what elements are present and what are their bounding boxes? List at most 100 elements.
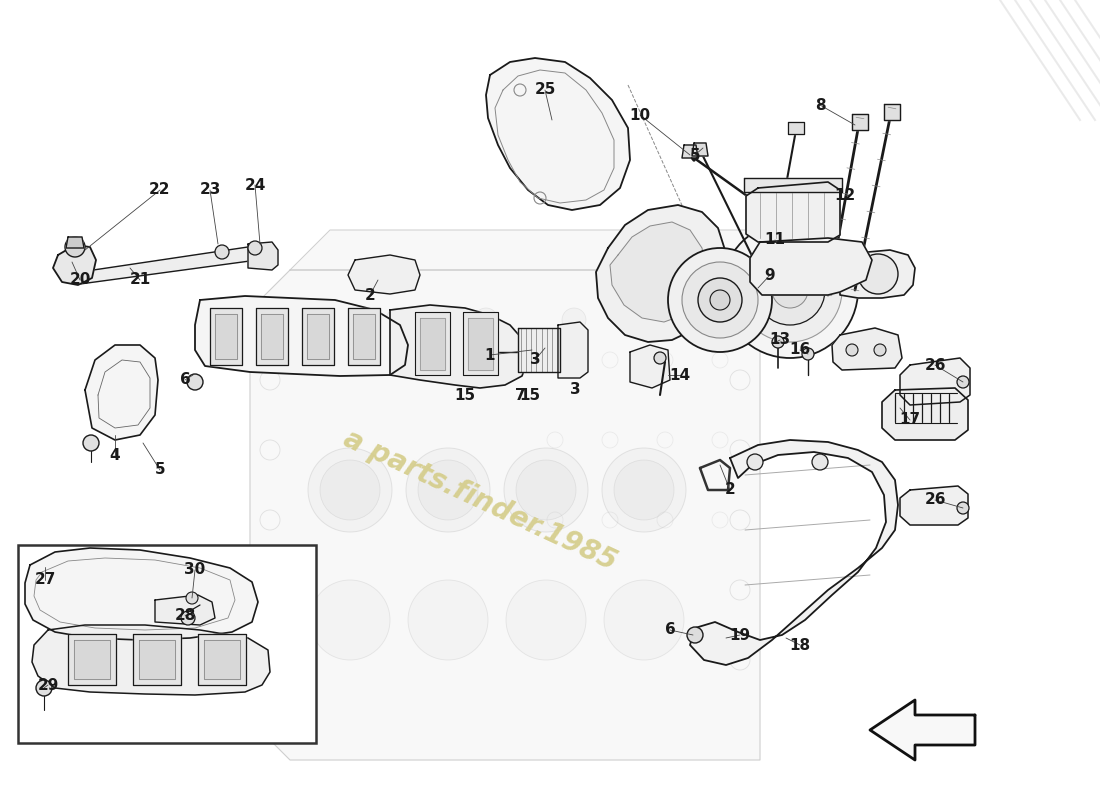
Polygon shape	[900, 358, 970, 405]
Circle shape	[504, 448, 588, 532]
Polygon shape	[250, 270, 760, 760]
Circle shape	[688, 627, 703, 643]
Polygon shape	[630, 345, 670, 388]
Polygon shape	[746, 182, 840, 242]
Polygon shape	[261, 314, 283, 359]
Polygon shape	[307, 314, 329, 359]
Polygon shape	[463, 312, 498, 375]
Circle shape	[812, 454, 828, 470]
Text: 6: 6	[179, 373, 190, 387]
Text: a parts.finder.1985: a parts.finder.1985	[339, 424, 622, 576]
Text: 3: 3	[570, 382, 581, 398]
Text: 19: 19	[729, 627, 750, 642]
Circle shape	[698, 278, 742, 322]
Text: 3: 3	[530, 353, 540, 367]
Circle shape	[602, 448, 686, 532]
Text: 6: 6	[664, 622, 675, 638]
Text: 17: 17	[900, 413, 921, 427]
Circle shape	[604, 580, 684, 660]
Polygon shape	[390, 305, 528, 388]
Text: 20: 20	[69, 273, 90, 287]
Text: 18: 18	[790, 638, 811, 653]
Circle shape	[802, 348, 814, 360]
Polygon shape	[25, 548, 258, 640]
Polygon shape	[204, 640, 240, 679]
Polygon shape	[53, 245, 96, 285]
Polygon shape	[85, 345, 158, 440]
Polygon shape	[302, 308, 334, 365]
Circle shape	[650, 308, 674, 332]
Polygon shape	[210, 308, 242, 365]
Circle shape	[320, 460, 379, 520]
Circle shape	[614, 460, 674, 520]
Circle shape	[738, 238, 842, 342]
Polygon shape	[840, 250, 915, 298]
Circle shape	[214, 245, 229, 259]
Polygon shape	[66, 237, 84, 248]
Text: 11: 11	[764, 233, 785, 247]
Circle shape	[957, 502, 969, 514]
Polygon shape	[882, 388, 968, 440]
Polygon shape	[32, 625, 270, 695]
Text: 25: 25	[535, 82, 556, 98]
Circle shape	[772, 336, 784, 348]
Polygon shape	[68, 634, 116, 685]
Text: 5: 5	[690, 147, 701, 162]
Text: 24: 24	[244, 178, 266, 193]
Polygon shape	[788, 122, 804, 134]
Circle shape	[846, 344, 858, 356]
Circle shape	[772, 272, 808, 308]
Text: 9: 9	[764, 267, 776, 282]
Text: 2: 2	[364, 287, 375, 302]
Polygon shape	[832, 328, 902, 370]
Polygon shape	[900, 486, 968, 525]
Text: 15: 15	[454, 387, 475, 402]
Circle shape	[747, 454, 763, 470]
Polygon shape	[133, 634, 182, 685]
Polygon shape	[852, 114, 868, 130]
Text: 13: 13	[769, 333, 791, 347]
Text: 7: 7	[515, 387, 526, 402]
Polygon shape	[486, 58, 630, 210]
Circle shape	[562, 308, 586, 332]
Polygon shape	[353, 314, 375, 359]
Text: 12: 12	[835, 187, 856, 202]
Circle shape	[308, 448, 392, 532]
Circle shape	[506, 580, 586, 660]
Polygon shape	[870, 700, 975, 760]
Polygon shape	[420, 318, 446, 370]
Text: 8: 8	[815, 98, 825, 113]
Text: 2: 2	[725, 482, 736, 498]
Text: 5: 5	[155, 462, 165, 478]
Polygon shape	[692, 143, 708, 156]
Text: 21: 21	[130, 273, 151, 287]
Circle shape	[858, 254, 898, 294]
Circle shape	[187, 374, 204, 390]
Circle shape	[418, 460, 478, 520]
Polygon shape	[750, 238, 872, 295]
Circle shape	[82, 435, 99, 451]
Polygon shape	[198, 634, 246, 685]
Polygon shape	[415, 312, 450, 375]
Polygon shape	[610, 222, 706, 322]
Circle shape	[298, 308, 322, 332]
Polygon shape	[468, 318, 493, 370]
Circle shape	[474, 308, 498, 332]
Text: 26: 26	[924, 493, 946, 507]
Text: 22: 22	[150, 182, 170, 198]
Circle shape	[654, 352, 666, 364]
Circle shape	[248, 241, 262, 255]
Polygon shape	[348, 308, 380, 365]
Polygon shape	[195, 296, 408, 376]
Circle shape	[722, 222, 858, 358]
Circle shape	[874, 344, 886, 356]
Circle shape	[516, 460, 576, 520]
Polygon shape	[558, 322, 589, 378]
Polygon shape	[744, 178, 842, 192]
Polygon shape	[518, 328, 560, 372]
Polygon shape	[596, 205, 725, 342]
Polygon shape	[155, 595, 214, 625]
Polygon shape	[682, 145, 698, 158]
Text: 16: 16	[790, 342, 811, 358]
Polygon shape	[290, 230, 760, 270]
